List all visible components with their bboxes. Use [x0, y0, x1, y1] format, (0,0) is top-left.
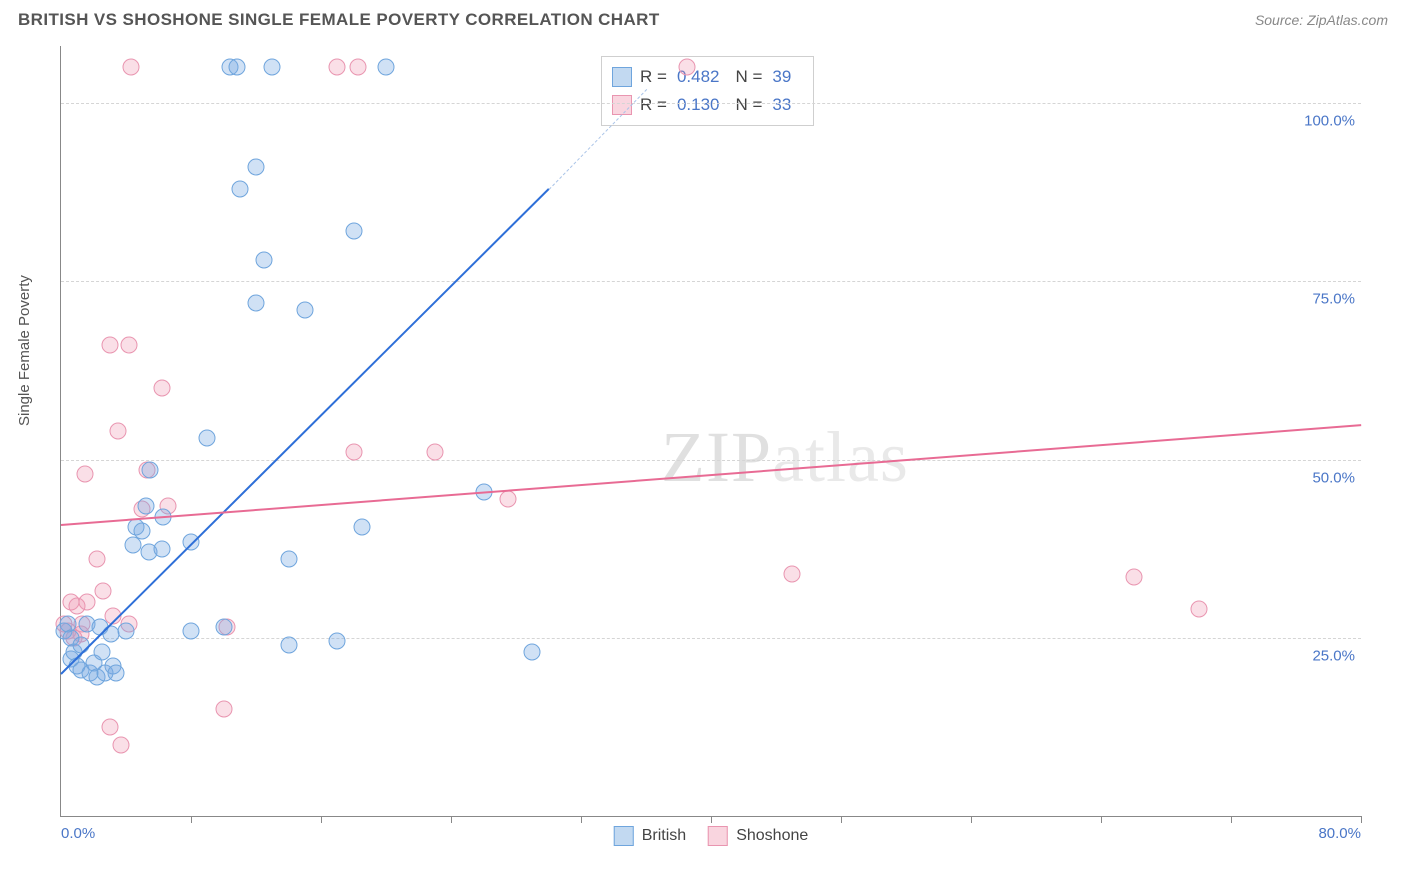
chart-title: BRITISH VS SHOSHONE SINGLE FEMALE POVERT… [18, 10, 660, 30]
x-tick [1361, 816, 1362, 823]
stat-label-r: R = [640, 91, 667, 119]
scatter-point [72, 636, 89, 653]
y-tick-label: 25.0% [1312, 647, 1355, 664]
stats-box: R = 0.482 N = 39 R = 0.130 N = 33 [601, 56, 814, 126]
stat-n-british: 39 [772, 63, 791, 91]
scatter-point [108, 665, 125, 682]
scatter-point [215, 619, 232, 636]
plot-area: ZIPatlas R = 0.482 N = 39 R = 0.130 N = … [60, 46, 1361, 817]
scatter-point [113, 736, 130, 753]
source-label: Source: ZipAtlas.com [1255, 12, 1388, 28]
legend-item-shoshone: Shoshone [708, 826, 808, 846]
stats-row-british: R = 0.482 N = 39 [612, 63, 799, 91]
scatter-point [77, 465, 94, 482]
scatter-point [248, 294, 265, 311]
scatter-point [329, 633, 346, 650]
scatter-point [93, 644, 110, 661]
scatter-point [296, 301, 313, 318]
gridline-h [61, 460, 1361, 461]
scatter-point [109, 423, 126, 440]
scatter-point [153, 540, 170, 557]
scatter-point [524, 644, 541, 661]
scatter-point [350, 59, 367, 76]
y-tick-label: 50.0% [1312, 469, 1355, 486]
y-tick-label: 100.0% [1304, 113, 1355, 130]
scatter-point [79, 594, 96, 611]
scatter-point [142, 462, 159, 479]
scatter-point [1125, 569, 1142, 586]
trend-line [60, 189, 549, 675]
stat-label-r: R = [640, 63, 667, 91]
scatter-point [426, 444, 443, 461]
x-tick [321, 816, 322, 823]
x-tick-label-max: 80.0% [1318, 825, 1361, 842]
scatter-point [499, 490, 516, 507]
chart-container: Single Female Poverty ZIPatlas R = 0.482… [18, 36, 1388, 876]
x-tick [841, 816, 842, 823]
x-tick-label-min: 0.0% [61, 825, 95, 842]
scatter-point [264, 59, 281, 76]
scatter-point [280, 551, 297, 568]
scatter-point [88, 551, 105, 568]
scatter-point [345, 223, 362, 240]
trend-line [61, 424, 1361, 526]
scatter-point [122, 59, 139, 76]
swatch-pink-icon [708, 826, 728, 846]
watermark-left: ZIP [661, 417, 772, 497]
legend-label-shoshone: Shoshone [736, 827, 808, 845]
scatter-point [353, 519, 370, 536]
swatch-blue-icon [614, 826, 634, 846]
scatter-point [134, 522, 151, 539]
scatter-point [153, 380, 170, 397]
scatter-point [678, 59, 695, 76]
scatter-point [784, 565, 801, 582]
scatter-point [329, 59, 346, 76]
swatch-blue-icon [612, 67, 632, 87]
scatter-point [228, 59, 245, 76]
watermark: ZIPatlas [661, 416, 909, 499]
x-tick [581, 816, 582, 823]
y-axis-label: Single Female Poverty [16, 275, 33, 426]
scatter-point [1190, 601, 1207, 618]
x-tick [971, 816, 972, 823]
scatter-point [199, 430, 216, 447]
scatter-point [137, 497, 154, 514]
scatter-point [231, 180, 248, 197]
scatter-point [215, 701, 232, 718]
x-tick [191, 816, 192, 823]
scatter-point [121, 337, 138, 354]
scatter-point [101, 718, 118, 735]
scatter-point [183, 622, 200, 639]
scatter-point [95, 583, 112, 600]
scatter-point [256, 251, 273, 268]
stat-n-shoshone: 33 [772, 91, 791, 119]
watermark-right: atlas [772, 417, 909, 497]
legend-label-british: British [642, 827, 686, 845]
y-tick-label: 75.0% [1312, 291, 1355, 308]
scatter-point [280, 636, 297, 653]
scatter-point [101, 337, 118, 354]
scatter-point [248, 159, 265, 176]
legend-bottom: British Shoshone [614, 826, 809, 846]
x-tick [451, 816, 452, 823]
scatter-point [378, 59, 395, 76]
x-tick [1101, 816, 1102, 823]
x-tick [1231, 816, 1232, 823]
x-tick [711, 816, 712, 823]
scatter-point [124, 537, 141, 554]
gridline-h [61, 103, 1361, 104]
scatter-point [345, 444, 362, 461]
legend-item-british: British [614, 826, 686, 846]
stat-r-shoshone: 0.130 [677, 91, 720, 119]
stat-label-n: N = [735, 91, 762, 119]
gridline-h [61, 281, 1361, 282]
stat-label-n: N = [735, 63, 762, 91]
scatter-point [118, 622, 135, 639]
gridline-h [61, 638, 1361, 639]
